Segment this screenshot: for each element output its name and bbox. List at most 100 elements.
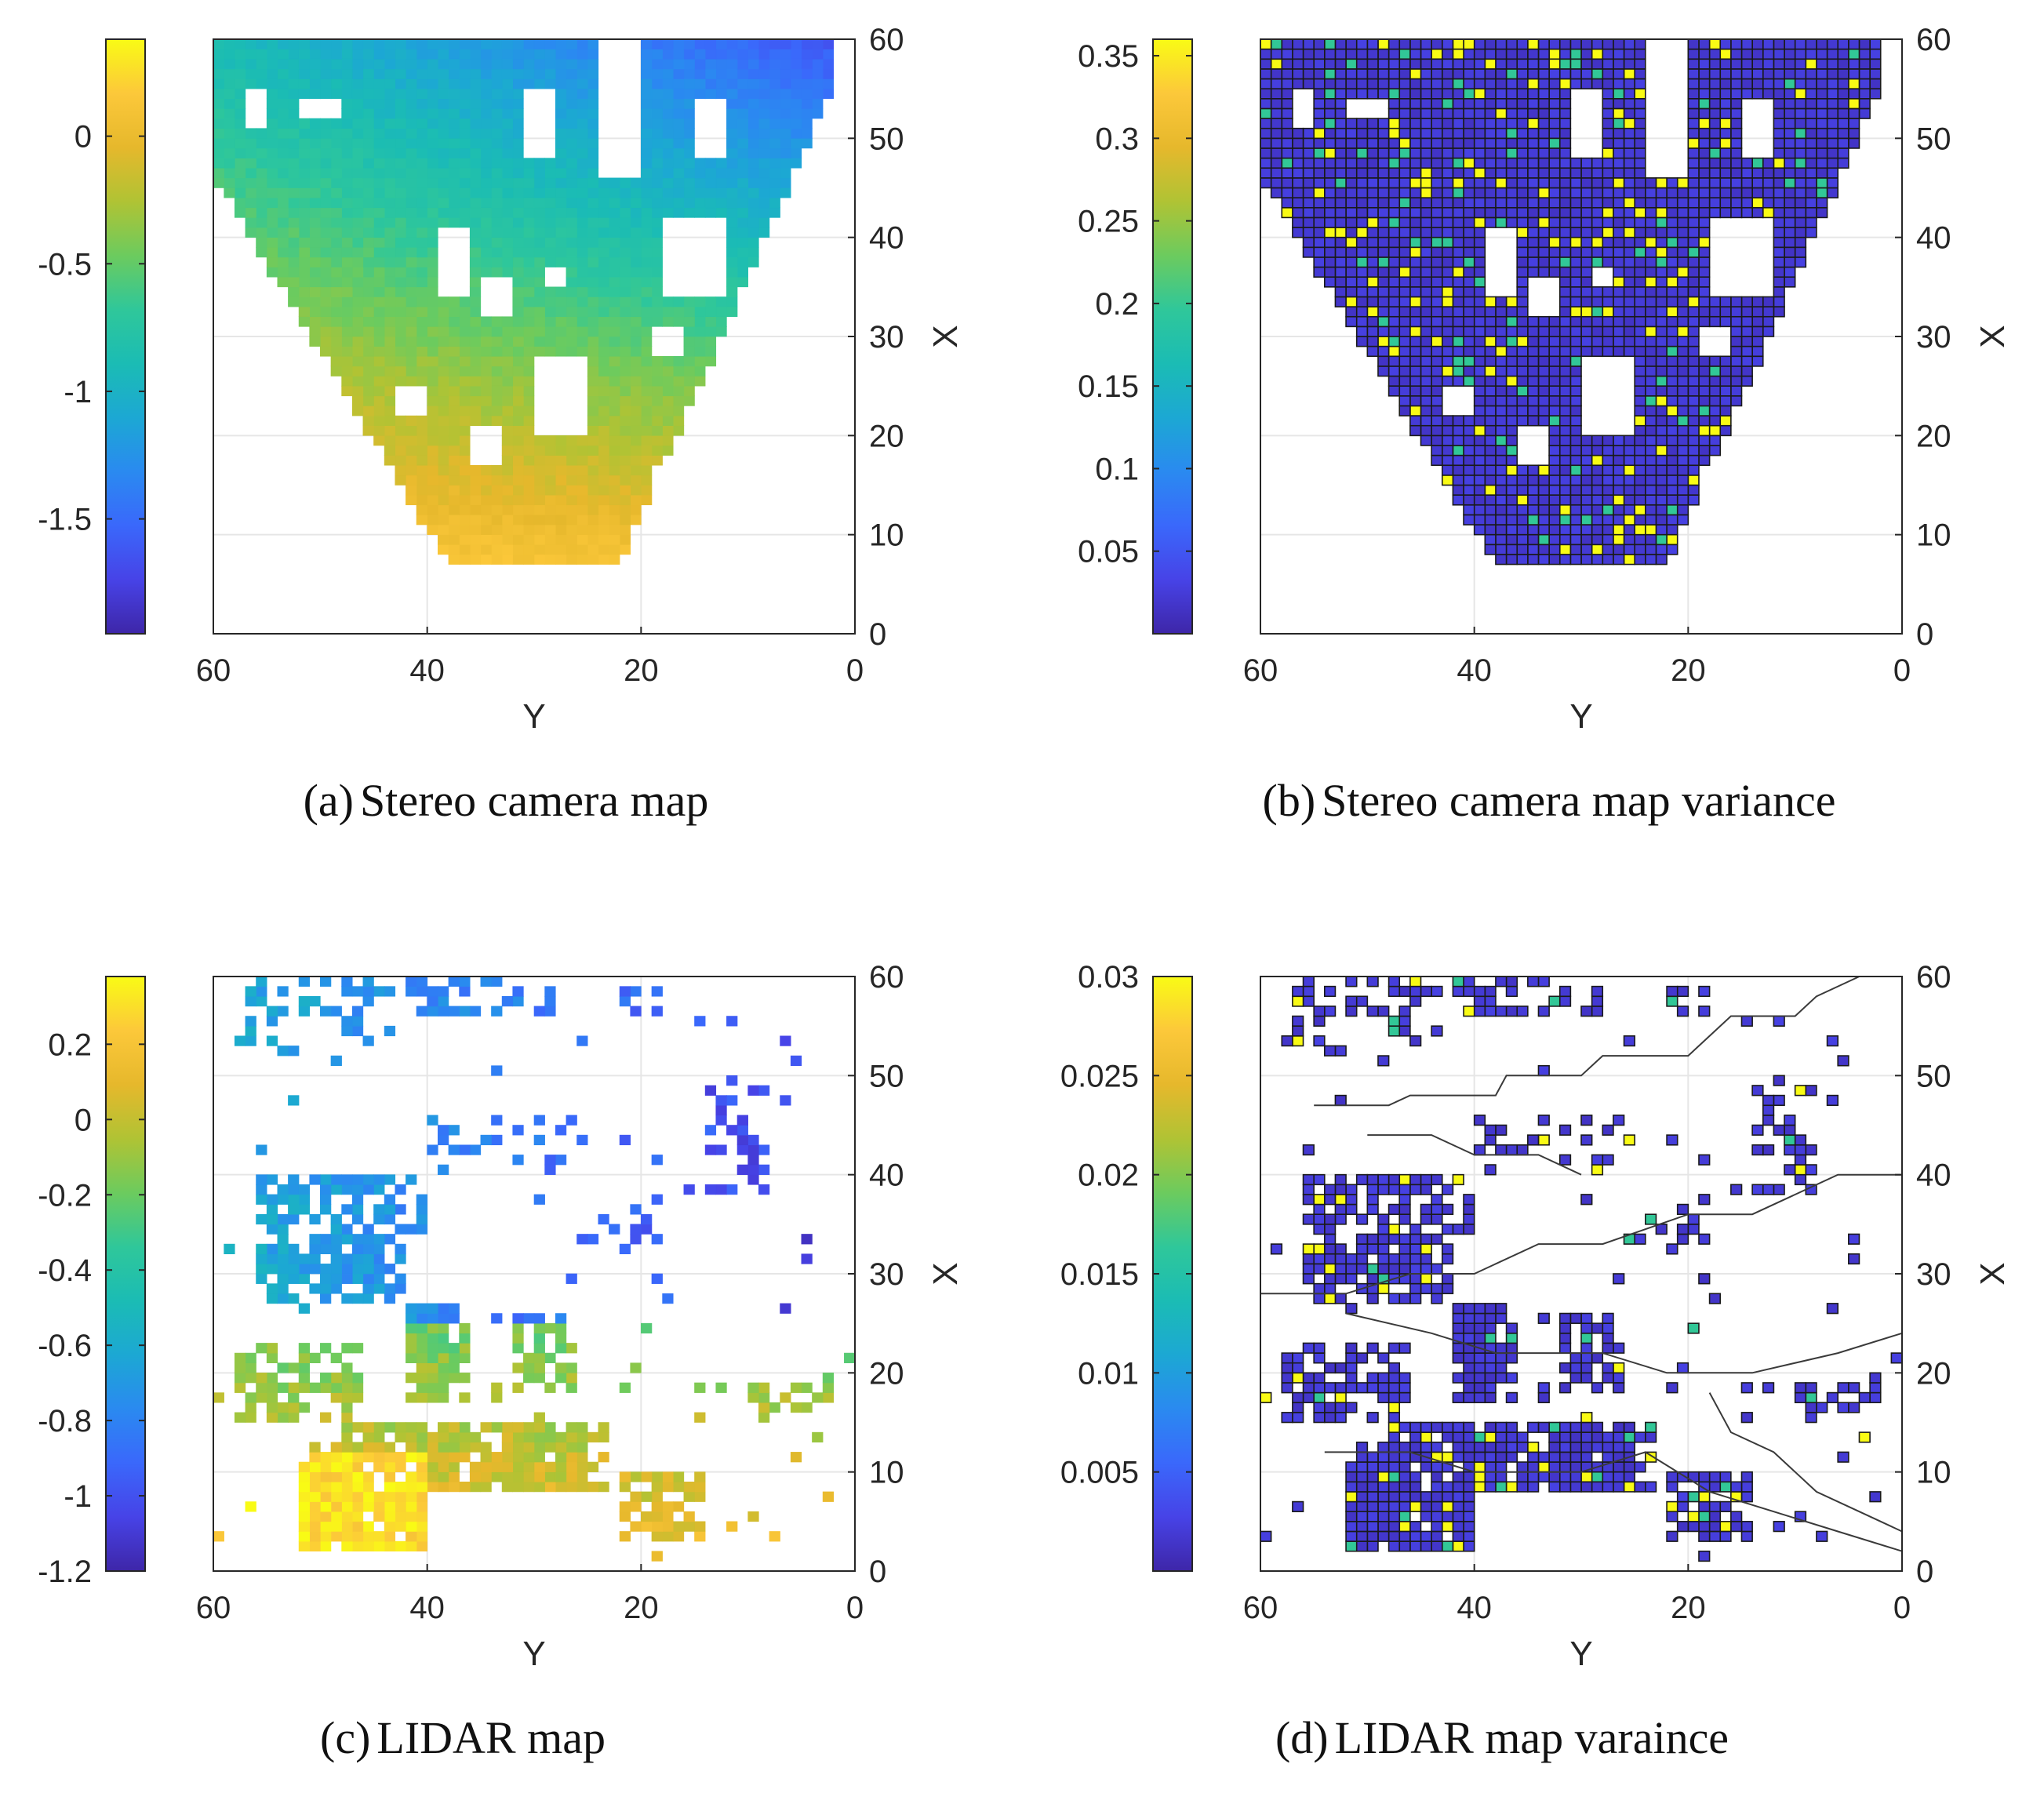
heatmap-cell (341, 1412, 353, 1423)
heatmap-cell (341, 376, 353, 387)
heatmap-cell (1473, 68, 1486, 80)
heatmap-cell (1463, 475, 1475, 486)
heatmap-cell (1698, 147, 1711, 159)
heatmap-cell (1431, 88, 1443, 100)
heatmap-cell (1558, 98, 1572, 110)
heatmap-cell (1441, 147, 1454, 159)
heatmap-cell (1558, 336, 1572, 347)
heatmap-cell (1270, 38, 1283, 50)
heatmap-cell (1484, 216, 1497, 228)
heatmap-cell (566, 147, 577, 158)
heatmap-cell (726, 306, 738, 318)
heatmap-cell (480, 355, 492, 367)
heatmap-cell (1569, 78, 1582, 89)
heatmap-cell (437, 58, 449, 70)
heatmap-cell (523, 515, 535, 526)
heatmap-cell (1676, 177, 1689, 189)
heatmap-cell (459, 336, 471, 347)
heatmap-cell (1537, 494, 1550, 506)
heatmap-cell (1505, 375, 1518, 387)
heatmap-cell (598, 395, 609, 406)
heatmap-cell (384, 78, 396, 89)
heatmap-cell (320, 1540, 332, 1552)
heatmap-cell (1580, 514, 1593, 526)
heatmap-cell (437, 98, 449, 109)
heatmap-cell (491, 138, 503, 149)
heatmap-cell (619, 246, 631, 258)
heatmap-cell (1409, 68, 1422, 80)
heatmap-cell (384, 88, 396, 100)
heatmap-cell (330, 118, 342, 129)
heatmap-cell (1602, 1441, 1614, 1453)
heatmap-cell (480, 326, 492, 337)
heatmap-cell (1366, 1491, 1379, 1503)
heatmap-cell (1848, 78, 1860, 89)
heatmap-cell (544, 464, 556, 476)
heatmap-cell (384, 1482, 396, 1493)
heatmap-cell (844, 1352, 856, 1363)
colorbar-tick-label: -0.8 (38, 1404, 92, 1438)
heatmap-cell (1698, 206, 1711, 219)
heatmap-cell (1645, 494, 1657, 506)
heatmap-cell (330, 1501, 342, 1512)
heatmap-cell (1463, 256, 1475, 268)
heatmap-cell (672, 187, 685, 198)
heatmap-cell (1708, 107, 1722, 119)
heatmap-cell (224, 68, 235, 79)
heatmap-cell (330, 187, 342, 198)
heatmap-cell (320, 1343, 332, 1354)
heatmap-cell (373, 118, 385, 129)
heatmap-cell (298, 138, 311, 149)
heatmap-cell (1345, 1471, 1358, 1483)
heatmap-cell (1558, 494, 1572, 506)
heatmap-cell (544, 1482, 556, 1493)
heatmap-cell (1505, 464, 1518, 476)
heatmap-cell (330, 1392, 342, 1403)
heatmap-cell (1634, 118, 1646, 129)
heatmap-cell (309, 68, 321, 79)
heatmap-cell (395, 1461, 406, 1472)
heatmap-cell (427, 986, 438, 997)
heatmap-cell (384, 138, 396, 149)
heatmap-cell (1452, 375, 1464, 387)
heatmap-cell (1345, 227, 1358, 238)
heatmap-cell (1409, 127, 1422, 140)
heatmap-cell (309, 217, 321, 228)
heatmap-cell (234, 1382, 246, 1393)
heatmap-cell (1505, 504, 1518, 516)
heatmap-cell (715, 197, 727, 209)
heatmap-cell (1495, 306, 1508, 318)
heatmap-cell (1292, 68, 1304, 80)
heatmap-cell (341, 246, 353, 258)
heatmap-cell (288, 227, 300, 238)
heatmap-cell (1676, 216, 1689, 228)
heatmap-cell (1548, 157, 1561, 169)
heatmap-cell (1441, 1540, 1454, 1552)
heatmap-cell (501, 207, 514, 218)
heatmap-cell (704, 167, 717, 179)
heatmap-cell (341, 1253, 353, 1264)
heatmap-cell (533, 227, 545, 238)
heatmap-cell (277, 1293, 289, 1304)
heatmap-cell (320, 1243, 332, 1255)
heatmap-cell (651, 316, 663, 327)
heatmap-cell (406, 306, 417, 318)
heatmap-cell (1463, 1521, 1475, 1533)
heatmap-cell (1505, 1451, 1518, 1463)
heatmap-cell (406, 1452, 417, 1463)
heatmap-cell (1505, 48, 1518, 60)
heatmap-cell (309, 88, 321, 100)
heatmap-cell (1484, 206, 1497, 219)
heatmap-cell (309, 1531, 321, 1542)
heatmap-cell (662, 68, 674, 79)
heatmap-cell (1602, 256, 1614, 268)
heatmap-cell (641, 138, 653, 149)
heatmap-cell (1452, 475, 1464, 486)
heatmap-cell (1708, 147, 1722, 159)
heatmap-cell (822, 49, 835, 60)
heatmap-cell (256, 1343, 267, 1354)
heatmap-cell (341, 385, 353, 397)
heatmap-cell (437, 415, 449, 427)
heatmap-cell (1816, 187, 1828, 198)
heatmap-cell (1345, 68, 1358, 80)
